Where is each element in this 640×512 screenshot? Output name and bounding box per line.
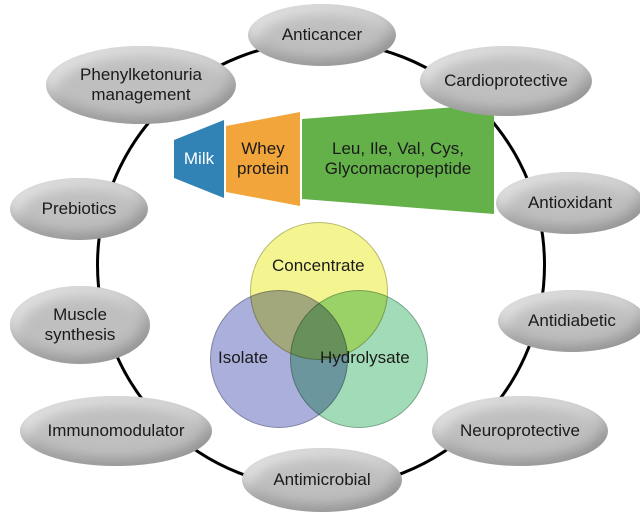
bubble-immunomodulator: Immunomodulator <box>20 396 212 466</box>
bubble-label: Antioxidant <box>528 193 612 213</box>
trapezoid-label: Whey protein <box>237 139 289 178</box>
bubble-label: Phenylketonuria management <box>80 65 202 104</box>
bubble-antioxidant: Antioxidant <box>496 172 640 234</box>
bubble-label: Immunomodulator <box>47 421 184 441</box>
venn-label-hydrolysate: Hydrolysate <box>320 348 410 368</box>
trapezoid-label: Milk <box>184 149 214 169</box>
trapezoid-amino: Leu, Ile, Val, Cys, Glycomacropeptide <box>302 104 494 214</box>
trapezoid-whey: Whey protein <box>226 112 300 206</box>
bubble-label: Neuroprotective <box>460 421 580 441</box>
bubble-antimicrobial: Antimicrobial <box>242 448 402 512</box>
bubble-label: Antimicrobial <box>273 470 370 490</box>
bubble-label: Antidiabetic <box>528 311 616 331</box>
bubble-cardioprotective: Cardioprotective <box>420 46 592 116</box>
bubble-label: Cardioprotective <box>444 71 568 91</box>
bubble-antidiabetic: Antidiabetic <box>498 290 640 352</box>
bubble-pku: Phenylketonuria management <box>46 46 236 124</box>
venn-label-isolate: Isolate <box>218 348 268 368</box>
trapezoid-label: Leu, Ile, Val, Cys, Glycomacropeptide <box>325 139 471 178</box>
bubble-prebiotics: Prebiotics <box>10 178 148 240</box>
bubble-neuroprotective: Neuroprotective <box>432 396 608 466</box>
diagram-canvas: Milk Whey protein Leu, Ile, Val, Cys, Glyc… <box>0 0 640 512</box>
bubble-label: Muscle synthesis <box>45 305 116 344</box>
venn-label-concentrate: Concentrate <box>272 256 365 276</box>
bubble-label: Prebiotics <box>42 199 117 219</box>
bubble-muscle: Muscle synthesis <box>10 286 150 364</box>
bubble-label: Anticancer <box>282 25 362 45</box>
bubble-anticancer: Anticancer <box>248 4 396 66</box>
